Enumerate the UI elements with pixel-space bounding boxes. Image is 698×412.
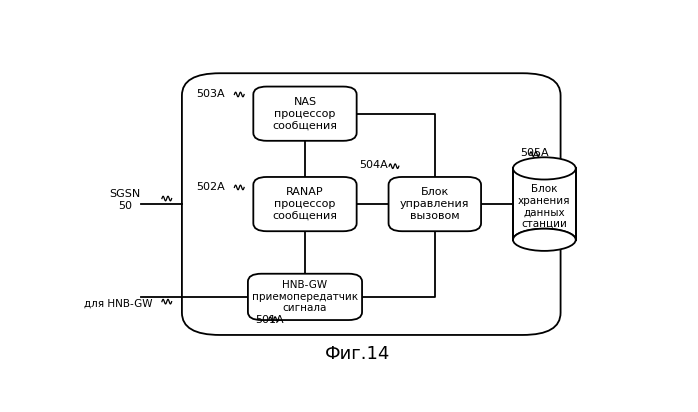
Text: для HNB-GW: для HNB-GW — [84, 298, 153, 308]
Bar — [513, 169, 576, 240]
Text: 504A: 504A — [359, 160, 387, 170]
FancyBboxPatch shape — [389, 177, 481, 231]
Text: 502A: 502A — [196, 183, 225, 192]
Text: Блок
управления
вызовом: Блок управления вызовом — [400, 187, 470, 221]
Ellipse shape — [513, 229, 576, 251]
FancyBboxPatch shape — [248, 274, 362, 320]
Text: 501A: 501A — [255, 315, 283, 325]
FancyBboxPatch shape — [253, 177, 357, 231]
FancyBboxPatch shape — [182, 73, 560, 335]
Text: Фиг.14: Фиг.14 — [325, 345, 390, 363]
Text: Блок
хранения
данных
станции: Блок хранения данных станции — [518, 184, 570, 229]
Text: HNB-GW
приемопередатчик
сигнала: HNB-GW приемопередатчик сигнала — [252, 280, 358, 314]
FancyBboxPatch shape — [253, 87, 357, 141]
Text: 503A: 503A — [197, 89, 225, 99]
Text: NAS
процессор
сообщения: NAS процессор сообщения — [272, 97, 337, 130]
Ellipse shape — [513, 157, 576, 180]
Text: SGSN
50: SGSN 50 — [110, 190, 141, 211]
Text: RANAP
процессор
сообщения: RANAP процессор сообщения — [272, 187, 337, 221]
Text: 505A: 505A — [520, 148, 549, 159]
